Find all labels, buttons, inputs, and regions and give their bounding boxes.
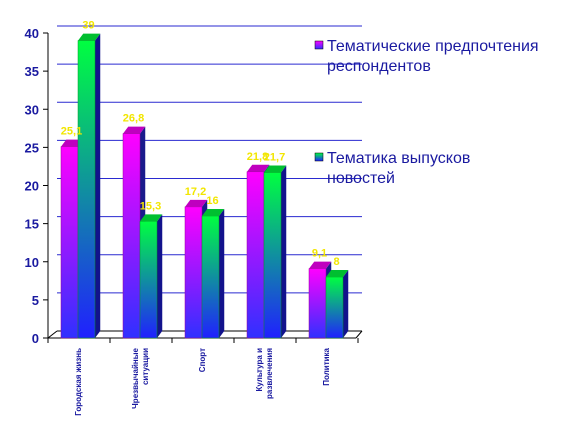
data-label: 16: [206, 195, 218, 207]
bar-top: [202, 209, 225, 216]
legend-swatch: [314, 40, 324, 50]
bar-top: [326, 270, 349, 277]
axes: 0 5 10 15 20 25 30 35 40 Городская жизнь Чрезвычай…: [25, 26, 363, 416]
bar-top: [123, 126, 146, 134]
y-tick-label: 5: [32, 293, 39, 308]
legend-label: Тематические предпочтения: [327, 38, 539, 55]
bar: [139, 221, 158, 339]
data-label: 17,2: [185, 186, 206, 198]
axis-depth-edge-right: [355, 330, 363, 339]
category-label: Политика: [322, 347, 331, 385]
category-label: Культура и: [255, 348, 264, 392]
y-tick-label: 20: [25, 179, 39, 194]
category-label: Спорт: [198, 348, 207, 372]
bar: [122, 133, 141, 339]
bar-top: [185, 199, 208, 207]
bars: [60, 33, 349, 339]
bar-top: [247, 164, 270, 172]
legend-label: новостей: [327, 170, 395, 187]
bar: [201, 215, 220, 339]
data-label: 21,8: [247, 151, 268, 163]
bar-top: [309, 261, 332, 269]
data-labels: 25,1 39 26,8 15,3 17,216 21,821,7 9,1 8: [61, 20, 340, 268]
bar: [77, 40, 96, 339]
legend-label: Тематика выпусков: [327, 150, 470, 167]
data-label: 21,7: [264, 152, 285, 164]
y-tick-label: 25: [25, 140, 39, 155]
y-tick-label: 10: [25, 255, 39, 270]
bar: [184, 206, 203, 339]
bar: [60, 146, 79, 339]
data-label: 15,3: [140, 200, 161, 212]
bar: [325, 276, 344, 339]
y-tick-label: 30: [25, 102, 39, 117]
bar-top: [140, 214, 163, 222]
y-tick-label: 40: [25, 26, 39, 41]
bar-top: [78, 33, 101, 41]
data-label: 39: [82, 20, 94, 32]
bar-top: [61, 139, 84, 147]
bar: [308, 268, 327, 339]
y-tick-label: 15: [25, 217, 39, 232]
bar-top: [264, 165, 287, 173]
bar: [263, 172, 282, 339]
bar: [246, 171, 265, 339]
category-label: Городская жизнь: [74, 348, 83, 416]
data-label: 26,8: [123, 113, 144, 125]
bar-side: [157, 214, 163, 338]
bar-side: [95, 33, 101, 338]
legend-label: респондентов: [327, 58, 431, 75]
category-label: Чрезвычайные: [131, 347, 140, 408]
y-tick-label: 35: [25, 64, 39, 79]
legend-swatch: [314, 152, 324, 162]
data-label: 25,1: [61, 126, 82, 138]
bar-side: [281, 165, 287, 338]
data-label: 9,1: [312, 248, 327, 260]
bar-side: [343, 270, 349, 338]
category-label: развлечения: [265, 348, 274, 399]
category-label: ситуации: [141, 348, 150, 385]
legend: Тематические предпочтения респондентов Тем…: [314, 38, 539, 187]
data-label: 8: [333, 256, 339, 268]
bar-side: [219, 209, 225, 338]
y-tick-label: 0: [32, 331, 39, 346]
axis-depth-edge: [47, 330, 58, 339]
